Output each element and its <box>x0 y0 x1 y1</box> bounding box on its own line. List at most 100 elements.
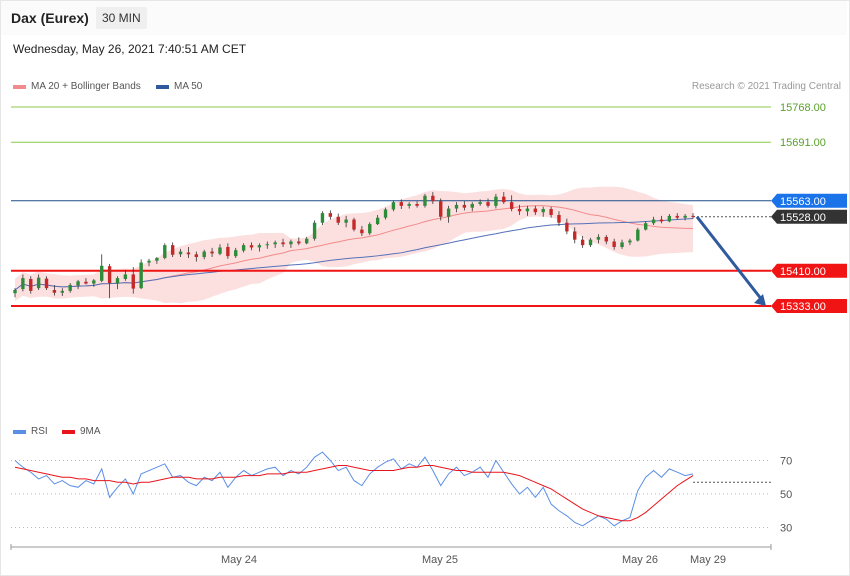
candle-81 <box>651 216 656 226</box>
candle-29 <box>241 243 246 253</box>
ma50-swatch <box>156 84 169 89</box>
candle-32 <box>265 241 269 249</box>
rsi-9ma-line <box>14 465 694 522</box>
interval-button[interactable]: 30 MIN <box>96 7 147 29</box>
candle-body <box>60 290 65 293</box>
candle-body <box>573 231 577 240</box>
candle-body <box>68 284 72 291</box>
candle-body <box>281 242 285 245</box>
candle-49 <box>399 199 404 210</box>
candle-body <box>383 209 388 218</box>
candle-48 <box>391 200 396 212</box>
candle-body <box>431 195 435 202</box>
candle-body <box>100 265 104 281</box>
candle-body <box>541 209 545 213</box>
candle-body <box>439 201 443 217</box>
ma20-legend-label: MA 20 + Bollinger Bands <box>31 81 141 92</box>
candle-body <box>202 251 206 258</box>
candle-body <box>257 245 262 248</box>
candle-body <box>210 251 214 254</box>
candle-8 <box>76 279 80 290</box>
candle-4 <box>44 276 49 290</box>
candle-body <box>407 203 411 206</box>
candle-body <box>399 202 404 206</box>
candle-body <box>368 224 372 234</box>
candle-55 <box>446 205 451 223</box>
candle-53 <box>431 192 435 204</box>
candle-body <box>131 274 135 289</box>
candle-body <box>478 202 482 204</box>
candle-64 <box>517 204 522 215</box>
candle-67 <box>541 206 545 217</box>
candle-79 <box>636 227 640 242</box>
candle-body <box>525 208 530 212</box>
candle-body <box>683 215 687 218</box>
candle-body <box>502 196 506 203</box>
candle-body <box>415 203 419 206</box>
level-label-15563.00: 15563.00 <box>780 196 826 208</box>
candle-body <box>163 245 167 258</box>
ma9-swatch <box>62 429 75 434</box>
rsi-swatch <box>13 429 26 434</box>
candle-body <box>92 280 96 284</box>
candle-body <box>328 213 333 217</box>
candle-19 <box>163 243 167 260</box>
candle-15 <box>131 267 135 294</box>
candle-body <box>186 252 191 255</box>
candle-body <box>352 219 356 230</box>
candle-body <box>336 216 340 223</box>
candle-body <box>312 222 317 239</box>
candle-5 <box>52 284 57 296</box>
rsi-tick-70: 70 <box>780 456 792 468</box>
candle-17 <box>147 258 151 267</box>
ma50-line <box>14 217 694 291</box>
candle-body <box>691 215 695 217</box>
candle-77 <box>620 239 624 249</box>
candle-86 <box>691 213 695 219</box>
candle-24 <box>202 249 206 260</box>
candle-66 <box>533 205 538 215</box>
candle-body <box>446 208 451 217</box>
candle-body <box>249 245 254 248</box>
candle-6 <box>60 288 65 296</box>
candle-body <box>44 278 49 289</box>
candle-body <box>643 223 648 230</box>
x-tick-may-24: May 24 <box>221 554 257 566</box>
candle-71 <box>573 227 577 244</box>
candle-76 <box>612 238 616 250</box>
candle-body <box>391 202 396 210</box>
rsi-tick-50: 50 <box>780 489 792 501</box>
candle-40 <box>328 210 333 220</box>
candle-70 <box>565 218 569 235</box>
candle-45 <box>368 222 372 236</box>
candle-39 <box>320 211 325 226</box>
candle-7 <box>68 283 72 293</box>
candle-61 <box>494 193 498 209</box>
timestamp: Wednesday, May 26, 2021 7:40:51 AM CET <box>13 42 247 56</box>
candle-body <box>596 236 601 240</box>
candle-body <box>241 245 246 251</box>
candle-body <box>344 219 348 223</box>
candle-2 <box>29 276 33 294</box>
candle-23 <box>194 251 199 262</box>
candle-body <box>636 229 640 241</box>
candle-36 <box>297 237 301 246</box>
candle-14 <box>123 269 128 281</box>
candle-37 <box>304 236 309 245</box>
candle-body <box>297 241 301 244</box>
candle-body <box>21 278 25 290</box>
candle-body <box>226 246 230 257</box>
candle-body <box>155 257 159 261</box>
x-tick-may-25: May 25 <box>422 554 458 566</box>
candle-body <box>147 260 151 263</box>
legend-ma20: MA 20 + Bollinger Bands <box>13 81 141 92</box>
candle-83 <box>667 214 672 223</box>
candle-body <box>139 262 143 289</box>
candle-body <box>304 238 309 244</box>
candle-body <box>533 208 538 213</box>
rsi-legend-label: RSI <box>31 426 48 437</box>
candle-9 <box>84 278 88 285</box>
candle-10 <box>92 279 96 287</box>
ma9-legend-label: 9MA <box>80 426 101 437</box>
